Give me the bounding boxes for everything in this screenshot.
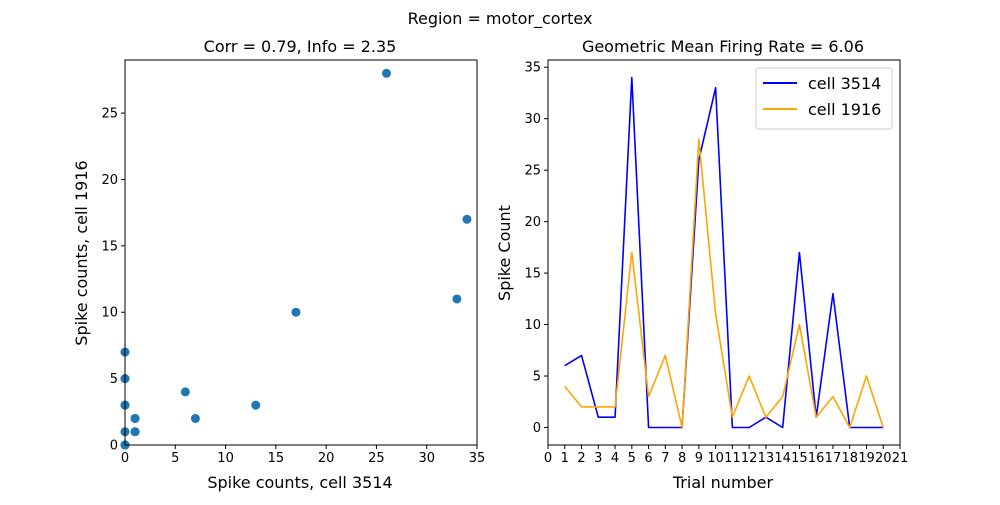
scatter-title: Corr = 0.79, Info = 2.35 xyxy=(204,37,397,56)
line-xtick-label: 12 xyxy=(741,451,758,466)
line-xtick-label: 13 xyxy=(758,451,775,466)
series-line-cell-3514 xyxy=(564,76,884,429)
line-ytick-label: 20 xyxy=(524,215,541,230)
line-xtick-label: 11 xyxy=(724,451,741,466)
line-xtick-label: 19 xyxy=(858,451,875,466)
line-xtick-label: 6 xyxy=(644,451,652,466)
scatter-point xyxy=(130,427,140,437)
line-ylabel: Spike Count xyxy=(495,205,514,301)
scatter-ytick-label: 20 xyxy=(101,173,118,188)
scatter-point xyxy=(180,387,190,397)
line-xtick-label: 21 xyxy=(892,451,909,466)
line-xtick-label: 8 xyxy=(678,451,686,466)
legend-label-cell-1916: cell 1916 xyxy=(808,100,881,119)
line-xtick-label: 20 xyxy=(875,451,892,466)
scatter-ticks: 0 5 10 15 20 25 30 35 0 5 10 15 20 25 xyxy=(101,107,485,466)
scatter-xtick-label: 10 xyxy=(217,451,234,466)
scatter-point xyxy=(381,68,391,78)
line-ytick-label: 25 xyxy=(524,164,541,179)
line-ticks: 0 1 2 3 4 5 6 7 8 9 10 11 12 13 14 15 16 17 18 19 20 21051015… xyxy=(524,61,908,466)
line-ytick-label: 30 xyxy=(524,112,541,127)
scatter-point xyxy=(291,307,301,317)
scatter-ytick-label: 10 xyxy=(101,306,118,321)
line-xtick-label: 17 xyxy=(825,451,842,466)
series-line-cell-1916 xyxy=(564,138,884,429)
line-ytick-label: 10 xyxy=(524,318,541,333)
line-xtick-label: 3 xyxy=(594,451,602,466)
legend-label-cell-3514: cell 3514 xyxy=(808,74,881,93)
line-xlabel: Trial number xyxy=(672,473,774,492)
scatter-ytick-label: 25 xyxy=(101,107,118,122)
line-plot-frame xyxy=(547,59,901,446)
scatter-point xyxy=(130,413,140,423)
scatter-point xyxy=(452,294,462,304)
scatter-point xyxy=(190,413,200,423)
line-xtick-label: 0 xyxy=(544,451,552,466)
scatter-xtick-label: 0 xyxy=(121,451,129,466)
line-ytick-label: 35 xyxy=(524,61,541,76)
line-xtick-label: 2 xyxy=(577,451,585,466)
scatter-xtick-label: 5 xyxy=(171,451,179,466)
line-ytick-label: 15 xyxy=(524,267,541,282)
line-xtick-label: 15 xyxy=(791,451,808,466)
line-xtick-label: 4 xyxy=(611,451,619,466)
line-series xyxy=(564,76,884,429)
scatter-xtick-label: 30 xyxy=(418,451,435,466)
scatter-plot-frame xyxy=(124,59,478,446)
legend: cell 3514 cell 1916 xyxy=(755,67,893,130)
line-xtick-label: 1 xyxy=(561,451,569,466)
scatter-ytick-label: 5 xyxy=(110,372,118,387)
line-ytick-label: 0 xyxy=(533,421,541,436)
scatter-axes: Corr = 0.79, Info = 2.35 Spike counts, c… xyxy=(72,37,485,492)
line-xtick-label: 18 xyxy=(841,451,858,466)
scatter-xtick-label: 35 xyxy=(469,451,486,466)
line-xtick-label: 14 xyxy=(774,451,791,466)
line-xtick-label: 10 xyxy=(707,451,724,466)
line-title: Geometric Mean Firing Rate = 6.06 xyxy=(582,37,864,56)
line-xtick-label: 5 xyxy=(628,451,636,466)
scatter-xlabel: Spike counts, cell 3514 xyxy=(207,473,392,492)
scatter-ylabel: Spike counts, cell 1916 xyxy=(72,160,91,345)
scatter-xtick-label: 20 xyxy=(318,451,335,466)
line-ytick-label: 5 xyxy=(533,370,541,385)
scatter-ytick-label: 0 xyxy=(110,439,118,454)
scatter-xtick-label: 15 xyxy=(268,451,285,466)
line-xtick-label: 16 xyxy=(808,451,825,466)
scatter-point xyxy=(462,214,472,224)
scatter-ytick-label: 15 xyxy=(101,239,118,254)
scatter-points xyxy=(120,68,472,450)
scatter-point xyxy=(251,400,261,410)
line-xtick-label: 7 xyxy=(661,451,669,466)
figure-suptitle: Region = motor_cortex xyxy=(408,9,593,29)
scatter-xtick-label: 25 xyxy=(368,451,385,466)
line-xtick-label: 9 xyxy=(695,451,703,466)
line-axes: Geometric Mean Firing Rate = 6.06 Trial … xyxy=(495,37,908,492)
